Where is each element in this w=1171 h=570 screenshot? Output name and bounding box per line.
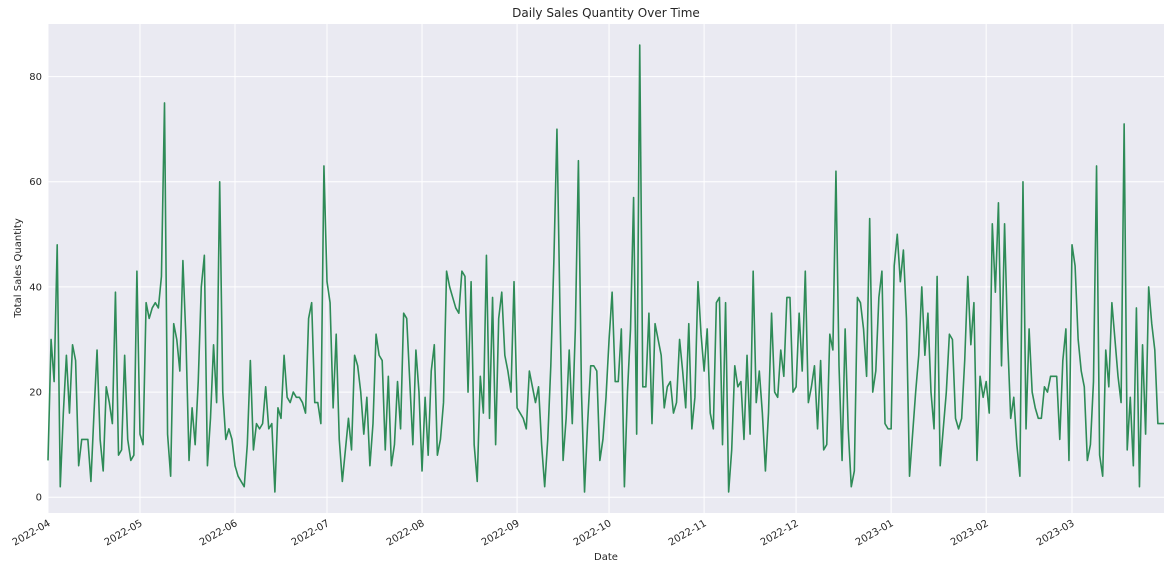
y-tick-label: 80 (29, 72, 42, 83)
x-tick-labels: 2022-04 2022-05 2022-06 2022-07 2022-08 2022-… (11, 518, 1077, 548)
x-axis-title: Date (594, 552, 618, 563)
y-tick-label: 0 (36, 493, 42, 504)
x-tick-label: 2022-10 (572, 518, 614, 548)
y-tick-label: 40 (29, 282, 42, 293)
x-tick-label: 2022-09 (480, 518, 522, 548)
x-tick-label: 2022-04 (11, 518, 53, 548)
x-tick-label: 2022-08 (385, 518, 427, 548)
x-tick-label: 2022-12 (759, 518, 801, 548)
x-tick-label: 2022-07 (290, 518, 332, 548)
x-tick-label: 2022-05 (103, 518, 145, 548)
y-axis-title: Total Sales Quantity (13, 218, 24, 319)
x-tick-label: 2022-06 (198, 518, 240, 548)
x-gridlines (47, 24, 1073, 513)
chart-title: Daily Sales Quantity Over Time (512, 6, 700, 20)
series-line (47, 44, 1164, 493)
x-tick-label: 2023-01 (854, 518, 896, 548)
y-tick-label: 60 (29, 177, 42, 188)
y-tick-label: 20 (29, 388, 42, 399)
x-tick-label: 2022-11 (667, 518, 709, 548)
y-tick-labels: 0 20 40 60 80 (29, 72, 42, 504)
watermark: CSDN @AI研习星球 (983, 538, 1166, 562)
